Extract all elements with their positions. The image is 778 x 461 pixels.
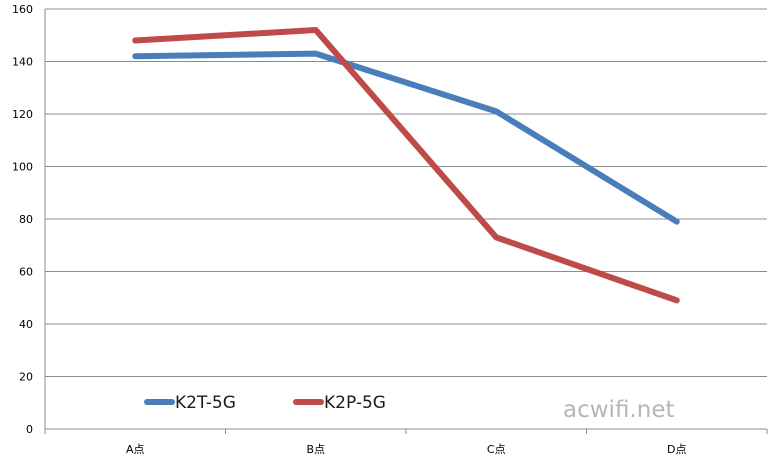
series-lines — [132, 27, 680, 304]
y-tick-label: 120 — [12, 108, 33, 121]
y-tick-label: 20 — [19, 371, 33, 384]
gridlines — [45, 8, 767, 377]
x-axis: A点 B点 C点 D点 — [44, 9, 768, 456]
y-tick-label: 140 — [12, 56, 33, 69]
x-tick-label: D点 — [667, 443, 686, 456]
y-tick-label: 80 — [19, 213, 33, 226]
y-tick-label: 0 — [26, 423, 33, 436]
y-axis-ticks: 0 20 40 60 80 100 120 140 160 — [12, 3, 33, 436]
x-tick-label: B点 — [306, 443, 325, 456]
series-line-k2t-5g — [132, 50, 680, 225]
y-tick-label: 60 — [19, 266, 33, 279]
watermark-text: acwifi.net — [563, 397, 675, 423]
legend: K2T-5G K2P-5G — [144, 393, 386, 413]
legend-label: K2T-5G — [175, 393, 236, 413]
x-tick-label: A点 — [126, 443, 145, 456]
y-tick-label: 100 — [12, 161, 33, 174]
y-tick-label: 40 — [19, 318, 33, 331]
y-tick-label: 160 — [12, 3, 33, 16]
series-line-k2p-5g — [132, 27, 680, 304]
x-tick-label: C点 — [487, 443, 506, 456]
legend-label: K2P-5G — [324, 393, 386, 413]
